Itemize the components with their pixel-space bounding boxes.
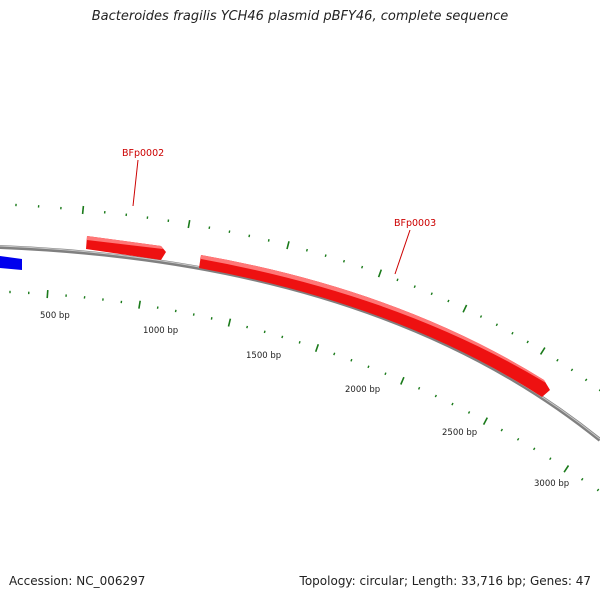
outer-minor-tick — [267, 239, 270, 242]
inner-minor-tick — [298, 340, 301, 344]
inner-minor-tick — [532, 447, 536, 451]
inner-major-tick — [227, 318, 232, 327]
outer-minor-tick — [556, 358, 559, 362]
outer-major-tick — [462, 304, 468, 313]
gene-bfp0002[interactable] — [86, 236, 166, 260]
inner-minor-tick — [434, 394, 438, 398]
scale-label-500: 500 bp — [40, 311, 70, 321]
gene-reverse[interactable] — [0, 256, 22, 270]
outer-major-tick — [187, 219, 191, 229]
inner-major-tick — [46, 290, 49, 299]
outer-minor-tick — [447, 299, 450, 303]
outer-minor-tick — [248, 234, 251, 238]
inner-minor-tick — [500, 428, 504, 432]
outer-minor-tick — [584, 378, 588, 382]
outer-minor-tick — [526, 340, 529, 344]
outer-major-tick — [377, 269, 383, 278]
inner-minor-tick — [516, 437, 520, 441]
gene-label-bfp0002: BFp0002 — [122, 148, 164, 159]
outer-minor-tick — [324, 254, 327, 258]
inner-major-tick — [138, 300, 141, 309]
scale-label-1500: 1500 bp — [246, 351, 281, 361]
scale-label-1000: 1000 bp — [143, 326, 178, 336]
outer-minor-tick — [413, 285, 416, 289]
inner-major-tick — [314, 343, 320, 353]
gene-bfp0003[interactable] — [199, 255, 550, 397]
inner-minor-tick — [384, 372, 387, 376]
outer-major-tick — [81, 205, 85, 215]
leader-bfp0003 — [394, 229, 411, 275]
summary-text: Topology: circular; Length: 33,716 bp; G… — [299, 574, 591, 588]
outer-minor-tick — [361, 265, 364, 269]
outer-minor-tick — [570, 368, 574, 372]
inner-minor-tick — [263, 330, 266, 334]
inner-minor-tick — [467, 411, 471, 414]
outer-minor-tick — [396, 278, 399, 282]
outer-minor-tick — [495, 323, 499, 327]
inner-minor-tick — [192, 313, 195, 316]
inner-major-tick — [563, 465, 570, 473]
inner-minor-tick — [210, 317, 213, 320]
outer-minor-tick — [208, 226, 211, 230]
inner-minor-tick — [246, 325, 249, 329]
inner-minor-tick — [333, 352, 336, 356]
outer-minor-tick — [511, 331, 514, 335]
outer-minor-tick — [430, 292, 433, 296]
gene-label-bfp0003: BFp0003 — [394, 218, 436, 229]
leader-bfp0002 — [132, 159, 139, 207]
map-title: Bacteroides fragilis YCH46 plasmid pBFY4… — [91, 9, 509, 24]
outer-minor-tick — [228, 230, 231, 233]
scale-label-3000: 3000 bp — [534, 479, 569, 489]
inner-minor-tick — [596, 488, 600, 492]
outer-minor-tick — [479, 315, 483, 318]
scale-label-2500: 2500 bp — [442, 428, 477, 438]
outer-major-tick — [286, 241, 290, 250]
inner-minor-tick — [580, 477, 584, 481]
inner-minor-tick — [451, 402, 454, 406]
inner-minor-tick — [281, 335, 284, 339]
outer-minor-tick — [305, 248, 308, 252]
outer-minor-tick — [342, 259, 346, 263]
inner-minor-tick — [367, 365, 370, 369]
inner-minor-tick — [174, 309, 177, 313]
inner-major-tick — [400, 376, 405, 385]
inner-minor-tick — [549, 457, 552, 461]
inner-major-tick — [482, 417, 489, 425]
inner-minor-tick — [417, 386, 421, 390]
outer-major-tick — [539, 347, 546, 355]
inner-tick-ring — [9, 290, 600, 492]
accession-text: Accession: NC_006297 — [9, 574, 146, 588]
scale-label-2000: 2000 bp — [345, 385, 380, 395]
inner-minor-tick — [350, 358, 353, 362]
